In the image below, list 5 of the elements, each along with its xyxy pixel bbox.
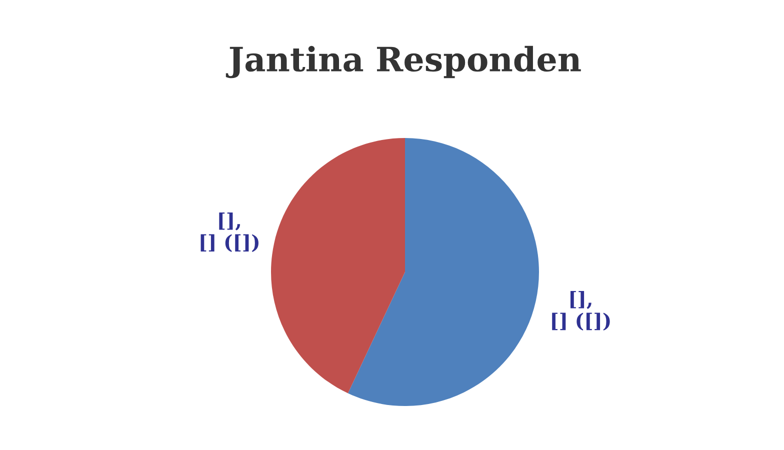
data-label: [], [] ([]) xyxy=(552,290,610,331)
pie-slice xyxy=(348,138,539,406)
data-label: [], [] ([]) xyxy=(200,212,258,252)
pie-slice xyxy=(271,138,405,394)
chart-title: Jantina Responden xyxy=(226,46,581,78)
